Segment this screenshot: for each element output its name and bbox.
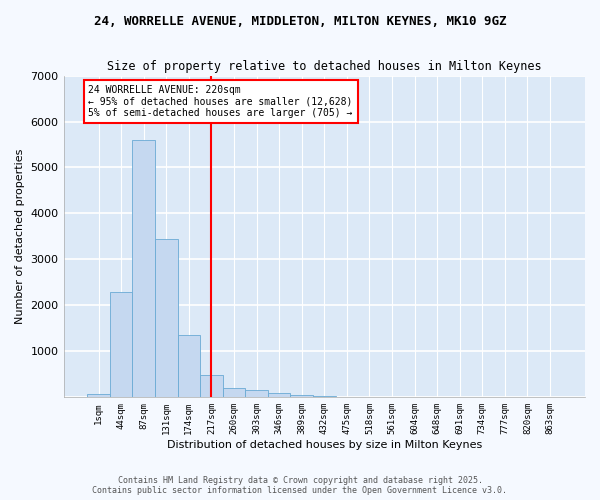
Bar [290, 395, 313, 398]
Bar [178, 336, 200, 398]
Bar [313, 396, 335, 398]
Bar [200, 375, 223, 398]
Y-axis label: Number of detached properties: Number of detached properties [15, 149, 25, 324]
Bar [245, 390, 268, 398]
Bar [110, 292, 133, 398]
Title: Size of property relative to detached houses in Milton Keynes: Size of property relative to detached ho… [107, 60, 542, 73]
Text: 24 WORRELLE AVENUE: 220sqm
← 95% of detached houses are smaller (12,628)
5% of s: 24 WORRELLE AVENUE: 220sqm ← 95% of deta… [88, 84, 353, 118]
Bar [87, 394, 110, 398]
Bar [133, 140, 155, 398]
Bar [223, 388, 245, 398]
Bar [155, 238, 178, 398]
X-axis label: Distribution of detached houses by size in Milton Keynes: Distribution of detached houses by size … [167, 440, 482, 450]
Text: Contains HM Land Registry data © Crown copyright and database right 2025.
Contai: Contains HM Land Registry data © Crown c… [92, 476, 508, 495]
Bar [268, 393, 290, 398]
Text: 24, WORRELLE AVENUE, MIDDLETON, MILTON KEYNES, MK10 9GZ: 24, WORRELLE AVENUE, MIDDLETON, MILTON K… [94, 15, 506, 28]
